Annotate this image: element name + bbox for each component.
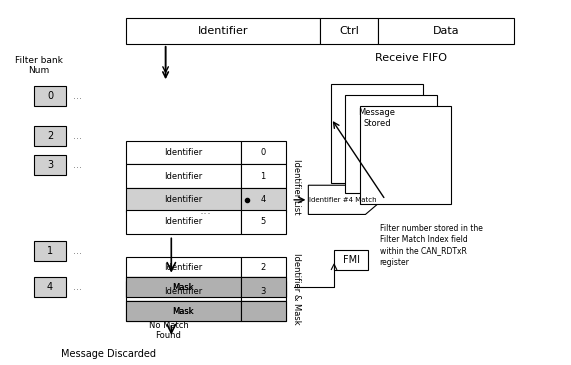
FancyBboxPatch shape: [241, 277, 286, 297]
Text: Filter bank
Num: Filter bank Num: [15, 56, 63, 76]
FancyBboxPatch shape: [320, 18, 378, 44]
Text: Mask: Mask: [172, 283, 194, 292]
FancyBboxPatch shape: [126, 141, 241, 164]
Polygon shape: [308, 185, 383, 215]
FancyBboxPatch shape: [126, 301, 241, 321]
FancyBboxPatch shape: [126, 188, 241, 212]
Text: Identifier: Identifier: [198, 26, 248, 36]
Text: 0: 0: [47, 91, 53, 101]
FancyBboxPatch shape: [241, 164, 286, 188]
Text: 3: 3: [47, 160, 53, 170]
FancyBboxPatch shape: [126, 301, 241, 321]
FancyBboxPatch shape: [126, 210, 241, 234]
Text: 2: 2: [47, 131, 53, 141]
Text: 4: 4: [260, 195, 266, 204]
Text: Identifier: Identifier: [164, 287, 202, 296]
FancyBboxPatch shape: [126, 18, 320, 44]
Text: ...: ...: [73, 160, 82, 170]
Text: Identifier: Identifier: [164, 148, 202, 157]
FancyBboxPatch shape: [34, 241, 66, 261]
Text: 5: 5: [260, 217, 266, 226]
FancyBboxPatch shape: [34, 155, 66, 175]
FancyBboxPatch shape: [334, 250, 368, 270]
FancyBboxPatch shape: [34, 126, 66, 146]
FancyBboxPatch shape: [241, 141, 286, 164]
Text: FMI: FMI: [343, 255, 360, 265]
FancyBboxPatch shape: [241, 277, 286, 297]
Text: 1: 1: [260, 172, 266, 181]
FancyBboxPatch shape: [126, 257, 241, 277]
FancyBboxPatch shape: [241, 301, 286, 321]
FancyBboxPatch shape: [241, 210, 286, 234]
Text: No Match
Found: No Match Found: [148, 320, 188, 340]
FancyBboxPatch shape: [331, 84, 423, 182]
Text: 2: 2: [260, 263, 266, 272]
Text: ...: ...: [73, 131, 82, 141]
Text: Identifier: Identifier: [164, 195, 202, 204]
Text: Identifier & Mask: Identifier & Mask: [292, 253, 301, 325]
FancyBboxPatch shape: [345, 95, 437, 193]
Text: ...: ...: [73, 91, 82, 101]
FancyBboxPatch shape: [360, 106, 451, 204]
Text: Mask: Mask: [172, 307, 194, 316]
Text: ...: ...: [199, 204, 212, 217]
Text: Ctrl: Ctrl: [339, 26, 359, 36]
FancyBboxPatch shape: [126, 277, 241, 297]
Text: Identifier: Identifier: [164, 172, 202, 181]
Text: Data: Data: [433, 26, 459, 36]
Text: Receive FIFO: Receive FIFO: [375, 53, 447, 64]
Text: 3: 3: [260, 287, 266, 296]
FancyBboxPatch shape: [241, 301, 286, 321]
Text: Identifier #4 Match: Identifier #4 Match: [309, 197, 376, 203]
FancyBboxPatch shape: [241, 281, 286, 301]
Text: ...: ...: [73, 246, 82, 256]
FancyBboxPatch shape: [126, 277, 241, 297]
Text: Identifier: Identifier: [164, 263, 202, 272]
Text: ...: ...: [73, 283, 82, 292]
FancyBboxPatch shape: [126, 281, 241, 301]
Text: Mask: Mask: [172, 283, 194, 292]
FancyBboxPatch shape: [241, 257, 286, 277]
FancyBboxPatch shape: [378, 18, 514, 44]
Text: Filter number stored in the
Filter Match Index field
within the CAN_RDTxR
regist: Filter number stored in the Filter Match…: [380, 224, 482, 266]
Text: Message Discarded: Message Discarded: [61, 349, 156, 359]
Text: 0: 0: [260, 148, 266, 157]
Text: 4: 4: [47, 283, 53, 292]
Text: Identifier: Identifier: [164, 217, 202, 226]
Text: Identifier List: Identifier List: [292, 159, 301, 215]
FancyBboxPatch shape: [34, 277, 66, 297]
FancyBboxPatch shape: [34, 86, 66, 106]
Text: Message
Stored: Message Stored: [359, 108, 395, 128]
FancyBboxPatch shape: [241, 188, 286, 212]
Text: 1: 1: [47, 246, 53, 256]
FancyBboxPatch shape: [126, 164, 241, 188]
Text: Mask: Mask: [172, 307, 194, 316]
